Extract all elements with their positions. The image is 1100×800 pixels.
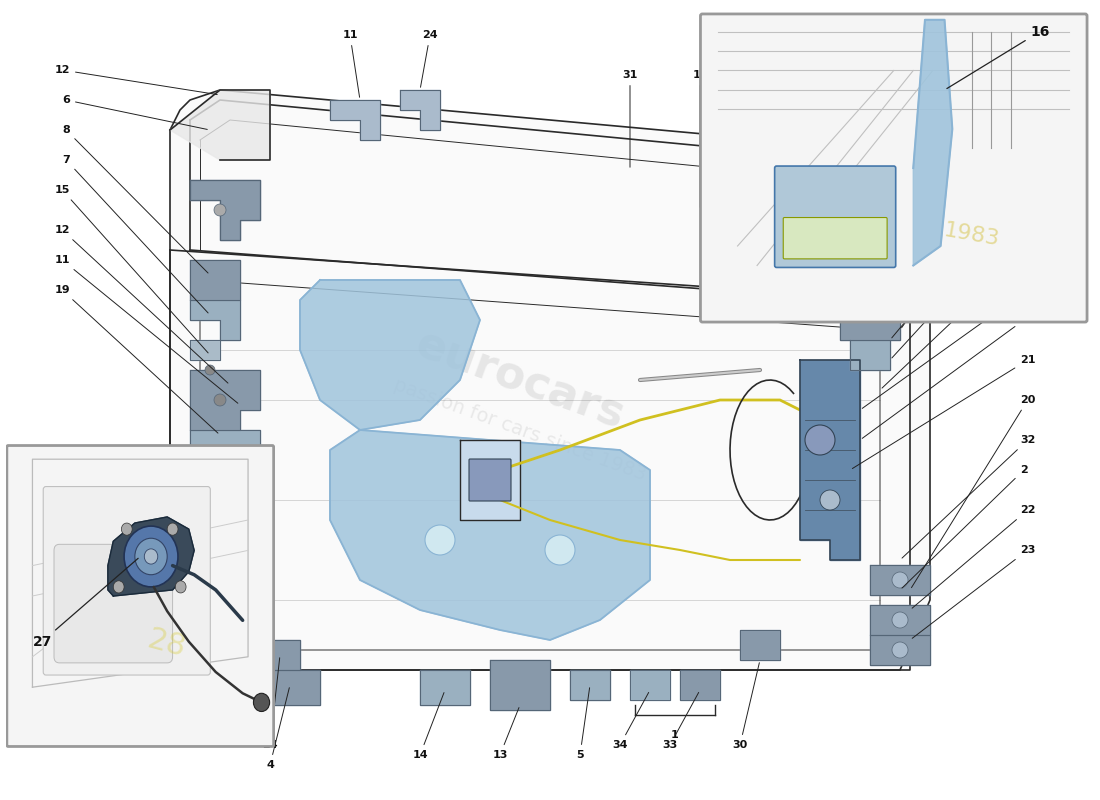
FancyBboxPatch shape	[54, 544, 173, 663]
Text: 34: 34	[613, 693, 649, 750]
Circle shape	[892, 572, 907, 588]
Text: 24: 24	[420, 30, 438, 87]
Text: 7: 7	[63, 155, 208, 313]
Polygon shape	[108, 517, 194, 596]
Polygon shape	[190, 260, 240, 300]
Text: 29: 29	[902, 145, 1035, 328]
Circle shape	[892, 612, 907, 628]
Text: 13: 13	[493, 707, 519, 760]
Text: 30: 30	[733, 662, 759, 750]
Text: 21: 21	[852, 355, 1035, 469]
Text: 11: 11	[342, 30, 360, 98]
Polygon shape	[190, 180, 260, 240]
Polygon shape	[190, 340, 220, 360]
FancyBboxPatch shape	[783, 218, 887, 259]
Polygon shape	[190, 370, 260, 430]
Text: 20: 20	[912, 395, 1035, 588]
Polygon shape	[420, 670, 470, 705]
Circle shape	[820, 490, 840, 510]
Circle shape	[175, 581, 186, 593]
Text: 12: 12	[55, 225, 228, 383]
Polygon shape	[680, 670, 720, 700]
Polygon shape	[800, 360, 860, 560]
Text: 18: 18	[742, 70, 758, 227]
Circle shape	[544, 535, 575, 565]
Circle shape	[144, 549, 157, 564]
Circle shape	[425, 525, 455, 555]
Text: 2: 2	[902, 465, 1027, 588]
Circle shape	[113, 581, 124, 593]
Text: 31: 31	[623, 70, 638, 167]
FancyBboxPatch shape	[7, 446, 274, 746]
Polygon shape	[460, 440, 520, 520]
Text: 22: 22	[912, 505, 1035, 608]
Polygon shape	[170, 90, 270, 160]
Text: 12: 12	[55, 65, 218, 94]
Circle shape	[124, 526, 178, 587]
Text: 19: 19	[54, 285, 218, 433]
Text: 16: 16	[947, 25, 1049, 89]
Text: 27: 27	[33, 558, 139, 649]
Polygon shape	[300, 280, 480, 430]
Circle shape	[135, 538, 167, 574]
Circle shape	[205, 365, 214, 375]
Polygon shape	[190, 300, 240, 340]
Text: 8: 8	[63, 125, 208, 273]
FancyBboxPatch shape	[701, 14, 1087, 322]
Circle shape	[167, 523, 178, 535]
Polygon shape	[190, 430, 260, 460]
Polygon shape	[260, 670, 320, 705]
Polygon shape	[630, 670, 670, 700]
Text: passion for cars since 1983: passion for cars since 1983	[392, 375, 649, 485]
Polygon shape	[260, 640, 300, 670]
Text: 28: 28	[902, 115, 1035, 308]
Text: 1983: 1983	[943, 221, 1001, 250]
Polygon shape	[840, 300, 900, 340]
Text: 6: 6	[62, 95, 207, 130]
FancyBboxPatch shape	[469, 459, 512, 501]
Polygon shape	[870, 605, 930, 635]
Polygon shape	[330, 100, 380, 140]
Polygon shape	[570, 670, 611, 700]
FancyBboxPatch shape	[43, 486, 210, 675]
Polygon shape	[870, 635, 930, 665]
Text: 2: 2	[862, 315, 1027, 438]
Text: 23: 23	[912, 545, 1035, 638]
Text: 32: 32	[902, 435, 1035, 558]
Text: 3: 3	[892, 175, 1027, 338]
Text: 32: 32	[862, 285, 1035, 408]
Polygon shape	[850, 340, 890, 370]
FancyBboxPatch shape	[774, 166, 895, 267]
Text: 9: 9	[796, 70, 804, 247]
Polygon shape	[400, 90, 440, 130]
Text: 10: 10	[692, 70, 707, 207]
Text: eurocars: eurocars	[409, 322, 630, 438]
Circle shape	[214, 394, 225, 406]
Polygon shape	[170, 90, 929, 670]
Polygon shape	[740, 630, 780, 660]
Text: 25: 25	[843, 70, 860, 298]
Text: 11: 11	[55, 255, 238, 403]
Text: 26: 26	[882, 245, 1035, 388]
Polygon shape	[870, 565, 930, 595]
Polygon shape	[490, 660, 550, 710]
Circle shape	[253, 694, 270, 711]
Text: 1: 1	[671, 730, 679, 740]
Circle shape	[214, 204, 225, 216]
Polygon shape	[913, 20, 953, 266]
Text: 24: 24	[262, 658, 279, 750]
Text: 5: 5	[576, 688, 590, 760]
Circle shape	[892, 642, 907, 658]
Text: 17: 17	[892, 205, 1035, 358]
Text: 14: 14	[412, 693, 444, 760]
Text: 15: 15	[55, 185, 208, 353]
Circle shape	[121, 523, 132, 535]
Text: 33: 33	[662, 693, 698, 750]
Text: 28: 28	[145, 625, 189, 662]
Text: 4: 4	[266, 688, 289, 770]
Circle shape	[805, 425, 835, 455]
Polygon shape	[330, 430, 650, 640]
